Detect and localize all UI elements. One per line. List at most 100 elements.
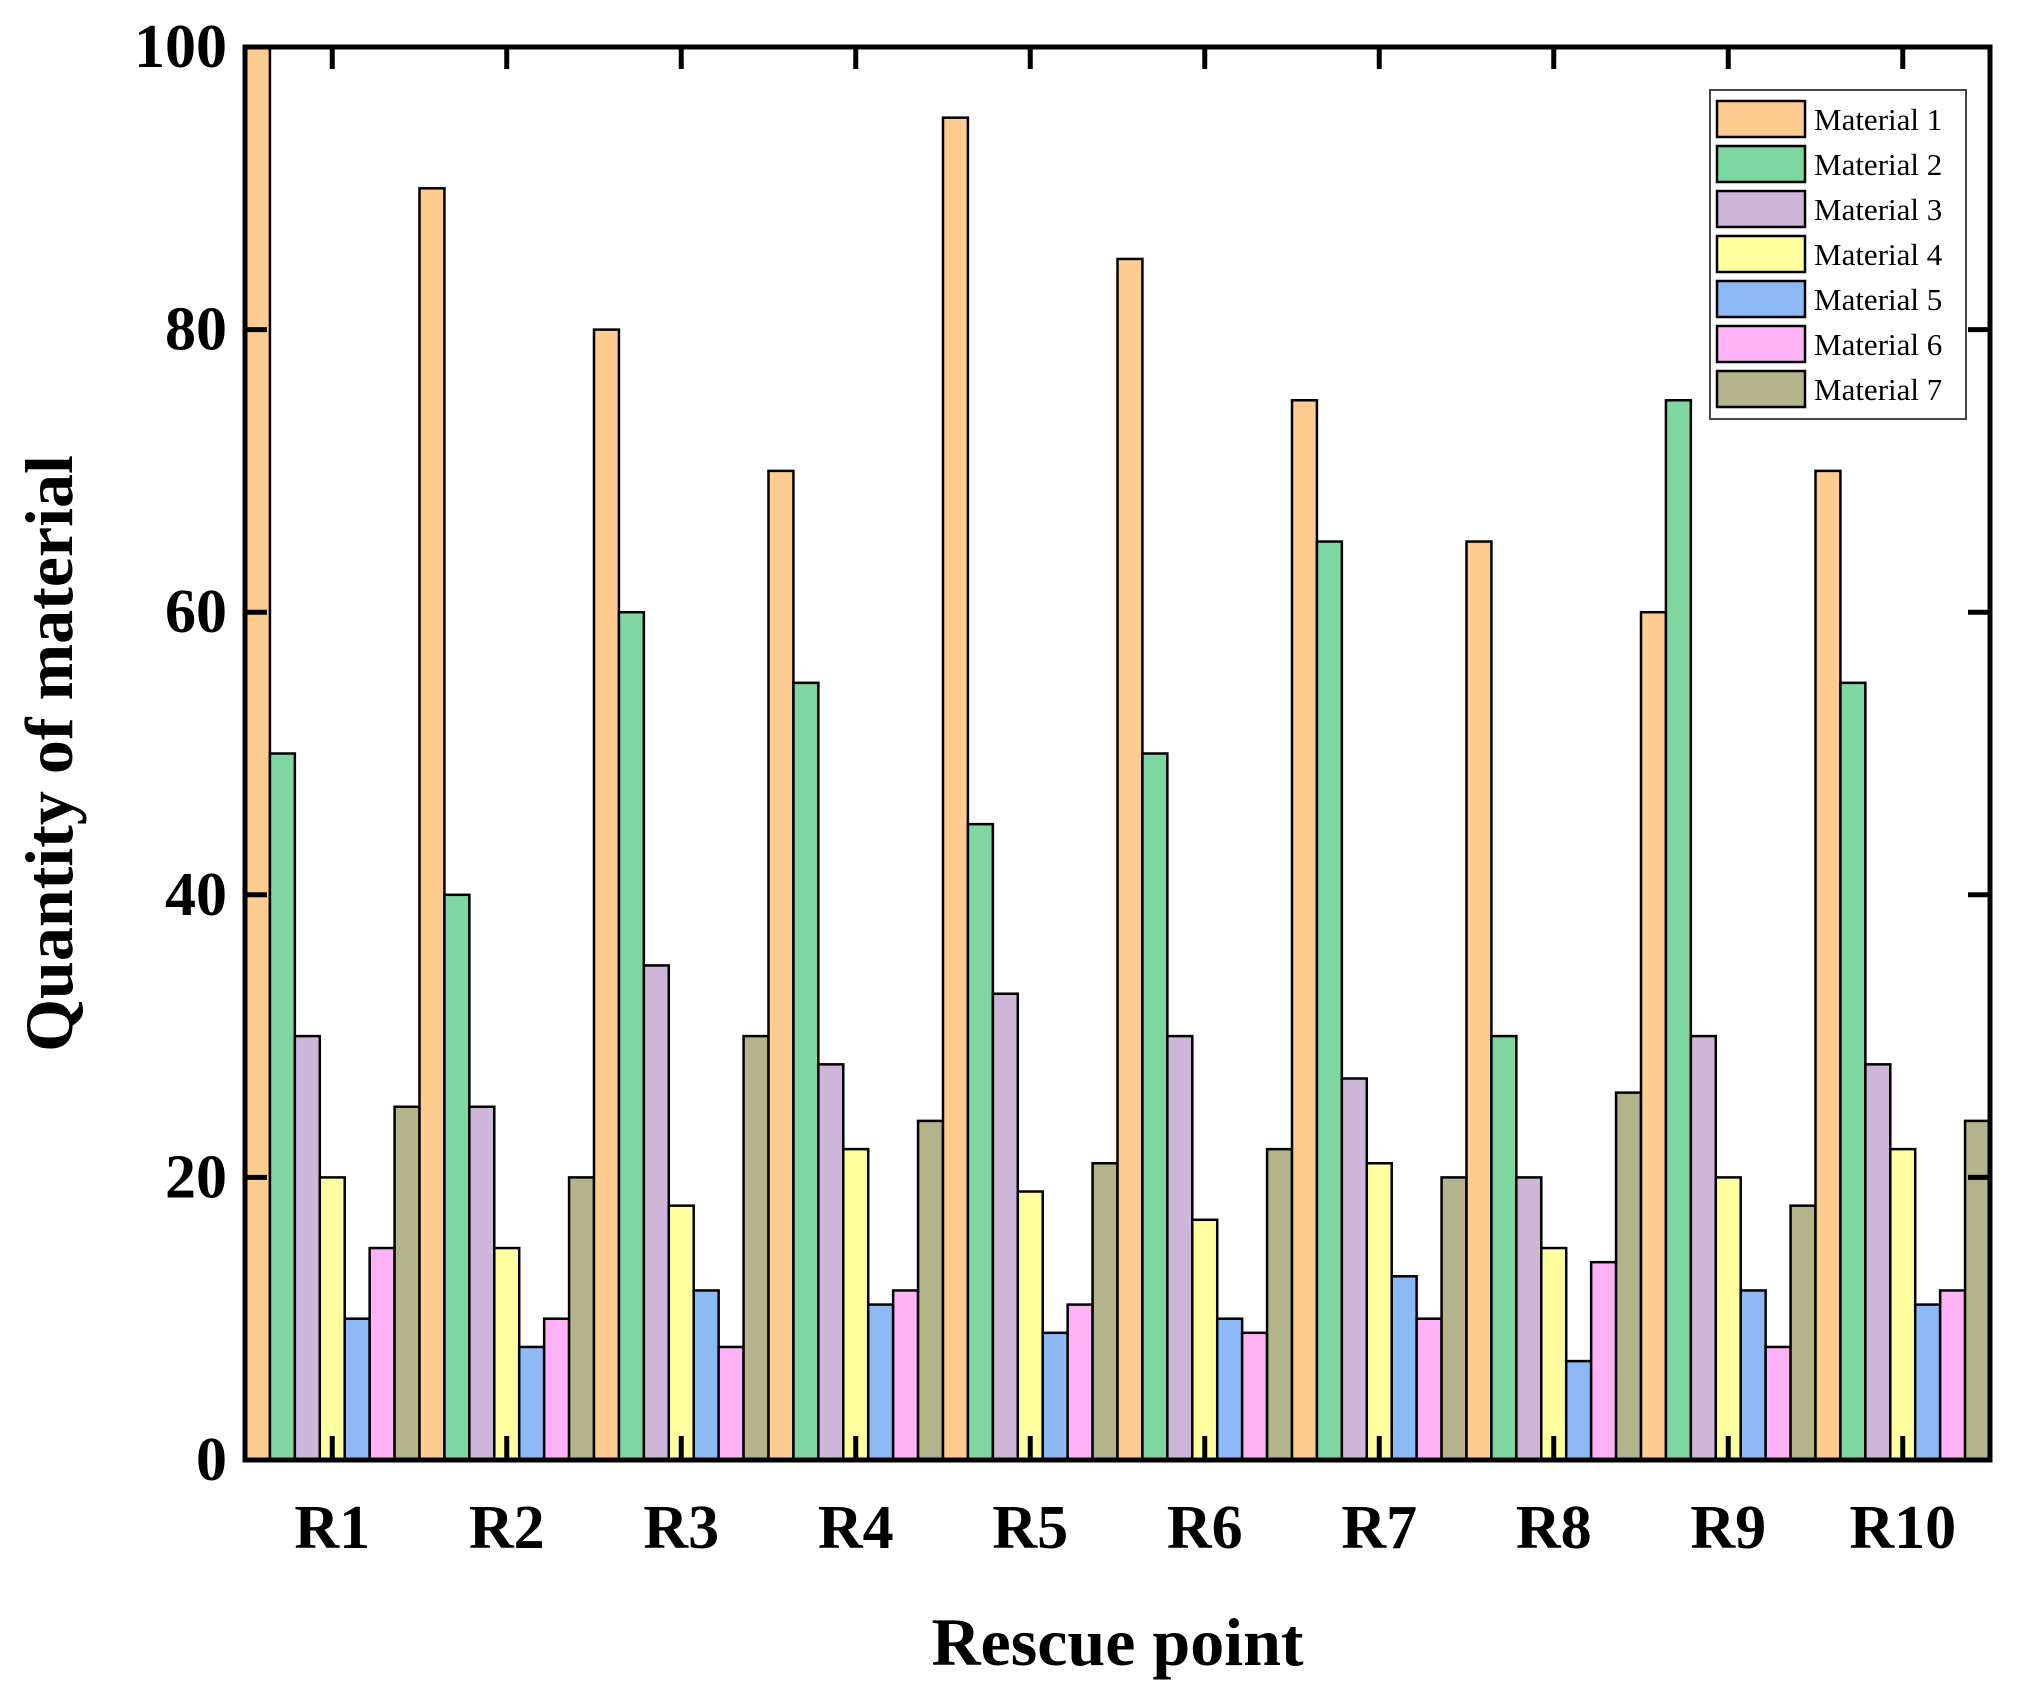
bar-r6-material-4 [1191, 1218, 1219, 1462]
legend-label-material-3: Material 3 [1814, 192, 1942, 227]
bar-r2-material-2 [443, 893, 471, 1462]
bar-r1-material-2 [268, 752, 297, 1462]
ticks-layer [245, 44, 1990, 1463]
bar-r4-material-7 [916, 1119, 945, 1462]
legend-label-material-1: Material 1 [1814, 102, 1942, 137]
bar-r7-material-2 [1315, 540, 1344, 1462]
bar-r7-material-7 [1440, 1176, 1468, 1462]
x-tick-label-r2: R2 [469, 1494, 545, 1562]
bar-r9-material-7 [1789, 1204, 1817, 1462]
bar-r7-material-3 [1340, 1077, 1369, 1462]
bar-r1-material-5 [343, 1317, 371, 1462]
plot-frame [242, 44, 1993, 1463]
bar-r2-material-4 [493, 1246, 521, 1462]
legend-swatch-material-5 [1715, 279, 1807, 319]
bar-r8-material-1 [1465, 540, 1493, 1462]
bar-r3-material-1 [592, 328, 621, 1462]
legend-swatch-material-7 [1715, 369, 1807, 409]
bar-r4-material-4 [842, 1147, 870, 1462]
bar-r5-material-1 [941, 116, 970, 1462]
legend-label-material-7: Material 7 [1814, 372, 1942, 407]
x-tick-label-r8: R8 [1516, 1494, 1592, 1562]
bar-r1-material-3 [293, 1034, 322, 1462]
bar-r5-material-2 [966, 822, 995, 1462]
x-tick-labels: R1 R2 R3 R4 R5 R6 R7 R8 R9 R10 [294, 1494, 1956, 1562]
legend-label-material-2: Material 2 [1814, 147, 1942, 182]
bar-r10-material-1 [1814, 469, 1842, 1462]
x-tick-label-r5: R5 [992, 1494, 1068, 1562]
y-tick-label-20: 20 [165, 1143, 227, 1211]
bar-r6-material-5 [1215, 1317, 1244, 1462]
bar-r2-material-3 [468, 1105, 496, 1462]
legend-label-material-4: Material 4 [1814, 237, 1943, 272]
x-tick-label-r6: R6 [1167, 1494, 1243, 1562]
bar-r10-material-4 [1889, 1147, 1917, 1462]
bar-r6-material-3 [1166, 1034, 1194, 1462]
bar-r1-material-6 [368, 1246, 396, 1462]
bar-r1-material-4 [318, 1176, 346, 1462]
legend: Material 1 Material 2 Material 3 Material 4… [1709, 89, 1967, 420]
bar-r9-material-6 [1764, 1345, 1792, 1462]
bar-r5-material-3 [991, 992, 1020, 1462]
x-axis-title: Rescue point [931, 1604, 1303, 1680]
bar-r3-material-6 [717, 1345, 745, 1462]
bar-r6-material-1 [1116, 257, 1144, 1462]
bar-r4-material-2 [792, 681, 820, 1462]
bar-r9-material-5 [1739, 1289, 1767, 1462]
bar-r8-material-7 [1614, 1091, 1643, 1462]
legend-swatch-material-1 [1715, 99, 1807, 139]
legend-label-material-5: Material 5 [1814, 282, 1942, 317]
bar-r1-material-1 [243, 45, 272, 1462]
bar-r7-material-4 [1365, 1162, 1393, 1462]
bar-r2-material-7 [567, 1176, 596, 1462]
bar-r5-material-5 [1041, 1331, 1069, 1462]
y-tick-label-0: 0 [196, 1426, 227, 1494]
bar-r8-material-3 [1515, 1176, 1543, 1462]
legend-swatch-material-2 [1715, 144, 1807, 184]
x-tick-label-r3: R3 [643, 1494, 719, 1562]
x-tick-label-r4: R4 [818, 1494, 894, 1562]
bar-r7-material-1 [1290, 399, 1319, 1462]
x-tick-label-r9: R9 [1690, 1494, 1766, 1562]
bar-r4-material-6 [891, 1289, 920, 1462]
bar-r10-material-7 [1963, 1119, 1992, 1462]
bar-r3-material-7 [742, 1034, 770, 1462]
bar-r9-material-4 [1714, 1176, 1742, 1462]
x-tick-label-r7: R7 [1341, 1494, 1417, 1562]
bar-r3-material-2 [617, 610, 646, 1462]
bar-r10-material-2 [1839, 681, 1867, 1462]
bar-r5-material-6 [1066, 1303, 1094, 1462]
bar-r10-material-6 [1938, 1289, 1967, 1462]
bar-r5-material-4 [1016, 1190, 1044, 1462]
bar-r9-material-2 [1664, 399, 1693, 1462]
bar-r10-material-5 [1913, 1303, 1942, 1462]
legend-label-material-6: Material 6 [1814, 327, 1942, 362]
y-tick-label-100: 100 [134, 13, 227, 81]
bar-r4-material-3 [817, 1063, 845, 1462]
y-axis-title: Quantity of material [11, 455, 87, 1052]
y-tick-label-80: 80 [165, 296, 227, 364]
y-tick-labels: 0 20 40 60 80 100 [134, 13, 227, 1494]
legend-swatch-material-4 [1715, 234, 1807, 274]
bar-r1-material-7 [393, 1105, 421, 1462]
bar-r9-material-1 [1639, 610, 1668, 1462]
bar-r3-material-4 [667, 1204, 695, 1462]
bars-layer [243, 45, 1992, 1462]
bar-r2-material-1 [418, 187, 446, 1462]
y-tick-label-40: 40 [165, 861, 227, 929]
bar-r6-material-2 [1141, 752, 1169, 1462]
bar-r8-material-2 [1490, 1034, 1518, 1462]
bar-r5-material-7 [1091, 1162, 1119, 1462]
bar-r7-material-6 [1415, 1317, 1443, 1462]
bar-r2-material-6 [542, 1317, 571, 1462]
bar-r8-material-6 [1589, 1260, 1618, 1462]
legend-swatch-material-3 [1715, 189, 1807, 229]
bar-r6-material-7 [1265, 1147, 1294, 1462]
y-tick-label-60: 60 [165, 578, 227, 646]
bar-r7-material-5 [1390, 1275, 1418, 1462]
bar-r10-material-3 [1864, 1063, 1892, 1462]
legend-swatch-material-6 [1715, 324, 1807, 364]
bar-r9-material-3 [1689, 1034, 1718, 1462]
bar-r8-material-5 [1564, 1359, 1593, 1462]
